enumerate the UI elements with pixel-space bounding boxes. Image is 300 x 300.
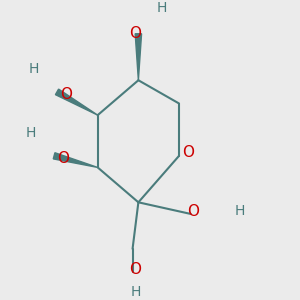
Text: O: O [182, 146, 194, 160]
Text: O: O [60, 87, 72, 102]
Text: O: O [188, 203, 200, 218]
Polygon shape [53, 153, 98, 167]
Text: H: H [130, 285, 141, 299]
Text: H: H [28, 61, 39, 76]
Text: H: H [235, 204, 245, 218]
Text: H: H [156, 1, 167, 15]
Text: O: O [57, 151, 69, 166]
Polygon shape [135, 34, 142, 80]
Text: H: H [26, 126, 36, 140]
Text: O: O [130, 262, 142, 277]
Text: O: O [130, 26, 142, 41]
Polygon shape [56, 89, 98, 115]
